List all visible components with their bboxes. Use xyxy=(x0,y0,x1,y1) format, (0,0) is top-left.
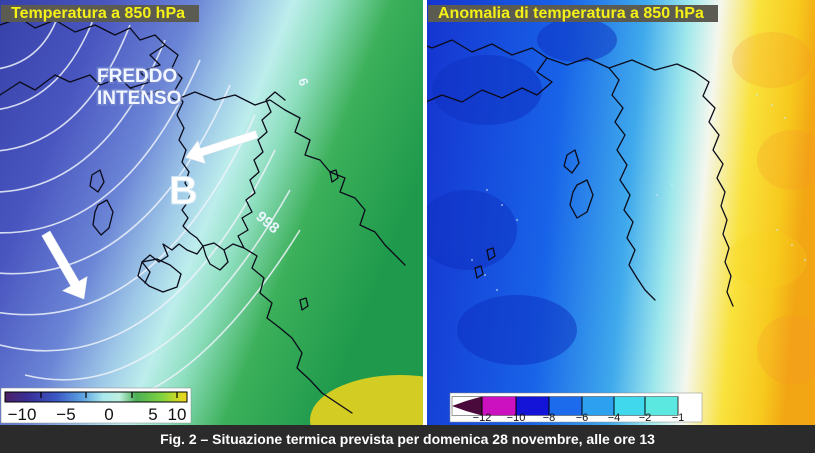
svg-text:−12: −12 xyxy=(473,412,492,424)
svg-text:5: 5 xyxy=(148,405,157,424)
svg-text:0: 0 xyxy=(104,405,113,424)
svg-text:−10: −10 xyxy=(8,405,37,424)
svg-text:−6: −6 xyxy=(576,412,589,424)
svg-text:−5: −5 xyxy=(56,405,75,424)
svg-text:−4: −4 xyxy=(608,412,621,424)
svg-text:−10: −10 xyxy=(507,412,526,424)
svg-text:−1: −1 xyxy=(672,412,685,424)
svg-text:FREDDO: FREDDO xyxy=(97,66,177,87)
svg-text:B: B xyxy=(169,169,198,213)
svg-text:−2: −2 xyxy=(639,412,652,424)
svg-text:−8: −8 xyxy=(543,412,556,424)
svg-text:10: 10 xyxy=(168,405,187,424)
svg-text:INTENSO: INTENSO xyxy=(97,88,181,109)
